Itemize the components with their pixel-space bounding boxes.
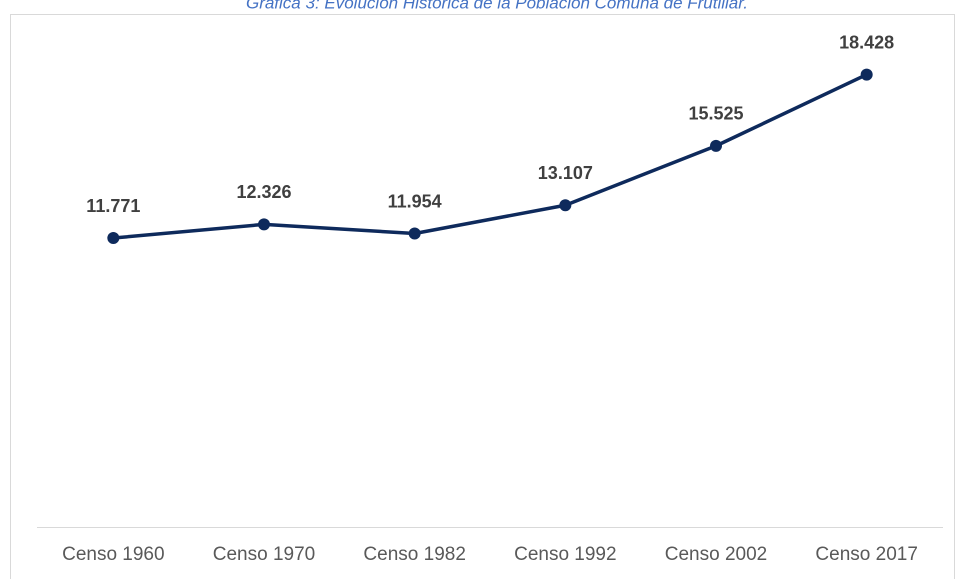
series-line <box>113 73 868 240</box>
data-point <box>559 199 572 212</box>
x-tick-label: Censo 1960 <box>62 544 164 565</box>
chart-title: Gráfica 3: Evolución Histórica de la Pob… <box>246 0 748 12</box>
x-tick-label: Censo 1970 <box>213 544 315 565</box>
data-label: 11.954 <box>388 191 442 211</box>
x-tick-label: Censo 2017 <box>815 544 917 565</box>
x-tick-label: Censo 1982 <box>363 544 465 565</box>
data-point <box>710 139 722 152</box>
x-tick-label: Censo 1992 <box>514 544 616 565</box>
data-label: 12.326 <box>236 182 291 202</box>
data-label: 18.428 <box>839 32 894 52</box>
data-label: 15.525 <box>688 104 743 124</box>
data-point <box>408 227 421 240</box>
data-point <box>107 232 120 245</box>
data-point <box>258 218 270 231</box>
data-point <box>860 68 873 81</box>
x-tick-label: Censo 2002 <box>665 544 767 565</box>
data-label: 11.771 <box>86 196 140 216</box>
data-label: 13.107 <box>538 163 593 183</box>
